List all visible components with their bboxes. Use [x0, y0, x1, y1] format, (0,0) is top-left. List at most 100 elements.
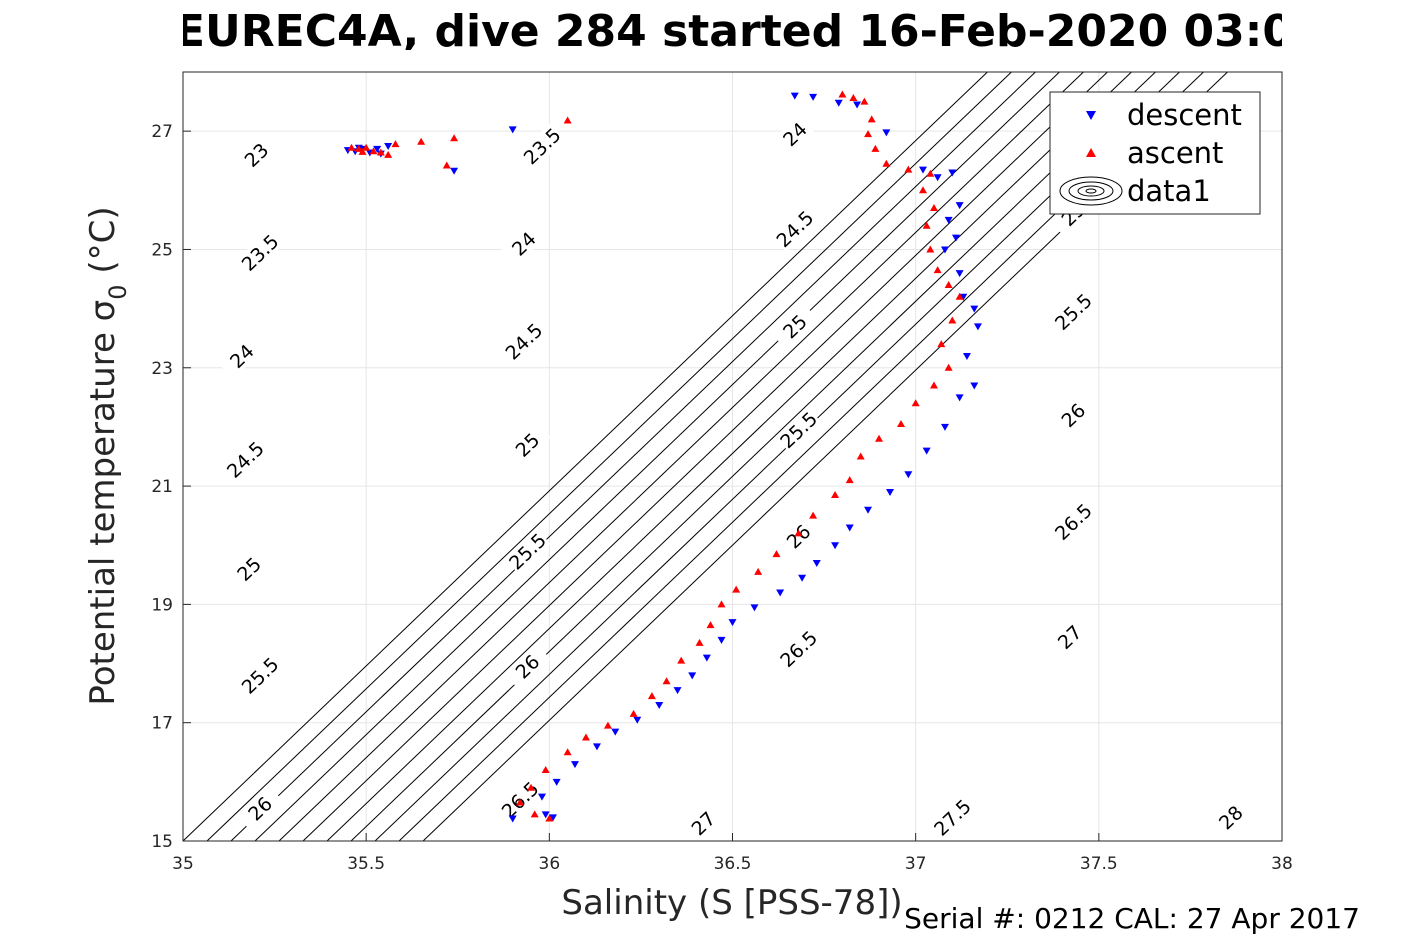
y-axis-label: Potential temperature σ0 (°C)	[83, 206, 132, 705]
ascent-point	[856, 452, 865, 460]
descent-point	[750, 604, 759, 612]
ascent-point	[450, 134, 459, 142]
contour-label-bg	[236, 229, 284, 276]
descent-point	[508, 815, 517, 823]
ascent-point	[603, 721, 612, 729]
descent-point	[882, 129, 891, 137]
y-axis-ticks: 15 17 19 21 23 25 27	[151, 122, 191, 852]
descent-point	[812, 559, 821, 567]
contour-line	[230, 71, 1036, 842]
ascent-point	[563, 116, 572, 124]
ascent-point	[530, 810, 539, 818]
ascent-point	[545, 814, 554, 822]
contour-label-bg	[1046, 613, 1094, 661]
legend-ascent-marker	[1086, 148, 1096, 157]
descent-point	[809, 93, 818, 101]
descent-point	[918, 166, 927, 174]
ascent-point	[944, 363, 953, 371]
y-tick-label: 23	[151, 359, 173, 379]
ascent-point	[662, 677, 671, 685]
contour-label-bg	[1049, 498, 1097, 545]
ascent-point	[391, 140, 400, 148]
descent-point	[955, 270, 964, 278]
y-tick-label: 15	[151, 832, 173, 852]
contour-label-bg	[771, 110, 819, 158]
descent-point	[940, 423, 949, 431]
contour-label-bg	[503, 527, 551, 575]
ascent-point	[809, 511, 818, 519]
contour-line	[350, 71, 1156, 842]
descent-point	[717, 636, 726, 644]
ascent-point	[772, 550, 781, 558]
ascent-point	[904, 165, 913, 173]
contour-line	[374, 71, 1180, 842]
descent-point	[611, 728, 620, 736]
contour-line	[302, 71, 1108, 842]
ascent-point	[845, 476, 854, 484]
ascent-point	[867, 115, 876, 123]
ascent-point	[677, 656, 686, 664]
y-axis-label-unit: (°C)	[83, 206, 123, 284]
descent-point	[948, 169, 957, 177]
contour-label-bg	[221, 436, 269, 483]
descent-point	[798, 574, 807, 582]
legend-ascent-label: ascent	[1127, 136, 1223, 170]
x-tick-label: 36	[539, 854, 561, 874]
y-axis-label-sub: 0	[104, 284, 132, 299]
descent-point	[959, 293, 968, 301]
ascent-point	[922, 221, 931, 229]
x-tick-label: 35.5	[347, 854, 385, 874]
ascent-point	[911, 399, 920, 407]
descent-point	[933, 174, 942, 182]
serial-footer: Serial #: 0212 CAL: 27 Apr 2017	[904, 902, 1360, 935]
descent-point	[834, 99, 843, 107]
ascent-point	[926, 169, 935, 177]
ascent-point	[937, 340, 946, 348]
ascent-point	[864, 130, 873, 138]
contour-line	[254, 71, 1060, 842]
chart-title: SG579 EUREC4A, dive 284 started 16-Feb-2…	[0, 6, 1372, 57]
contour-line	[182, 71, 988, 842]
contour-label-bg	[774, 406, 822, 454]
contour-label-bg	[232, 131, 280, 178]
x-tick-label: 38	[1271, 854, 1293, 874]
ascent-point	[948, 316, 957, 324]
ascent-point	[717, 600, 726, 608]
ascent-point	[358, 147, 367, 155]
contour-line	[326, 71, 1132, 842]
ascent-point	[882, 159, 891, 167]
y-tick-label: 17	[151, 714, 173, 734]
ascent-point	[376, 148, 385, 156]
ascent-point	[706, 621, 715, 629]
ascent-point	[417, 137, 426, 145]
contour-label-bg	[225, 545, 273, 593]
ascent-point	[926, 245, 935, 253]
y-axis-label-main: Potential temperature σ	[83, 300, 123, 706]
descent-point	[973, 323, 982, 331]
ascent-point	[929, 204, 938, 212]
legend-box	[1049, 91, 1261, 215]
ascent-point	[875, 434, 884, 442]
contour-label-bg	[1049, 288, 1097, 335]
contour-label-bg	[518, 122, 566, 170]
descent-point	[904, 471, 913, 479]
ascent-point	[929, 381, 938, 389]
descent-point	[970, 382, 979, 390]
descent-point	[655, 701, 664, 709]
ascent-point	[933, 266, 942, 274]
ascent-point	[563, 748, 572, 756]
x-tick-label: 36.5	[714, 854, 752, 874]
contour-label-bg	[500, 220, 548, 267]
ascent-point	[527, 783, 536, 791]
contour-label-bg	[500, 317, 548, 365]
descent-point	[633, 716, 642, 724]
contour-label-bg	[774, 625, 822, 672]
x-axis-ticks: 35 35.5 36 36.5 37 37.5 38	[172, 833, 1293, 874]
descent-point	[552, 778, 561, 786]
descent-point	[570, 761, 579, 769]
contour-label-bg	[771, 303, 819, 350]
contour-label-bg	[218, 332, 266, 380]
descent-point	[864, 506, 873, 514]
descent-point	[450, 167, 459, 175]
descent-point	[962, 352, 971, 360]
